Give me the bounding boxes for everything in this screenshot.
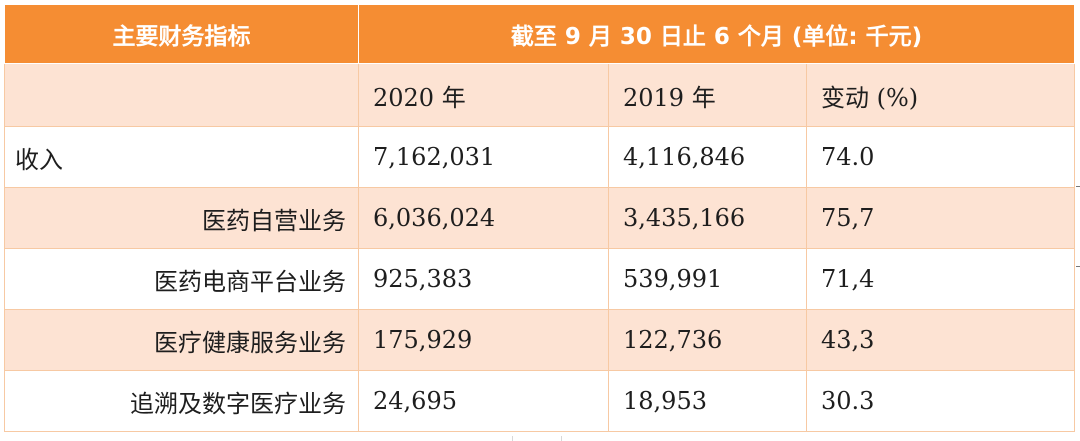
cell-2019: 18,953 — [608, 370, 807, 432]
table-row-pharma-ecommerce: 医药电商平台业务 925,383 539,991 71,4 — [4, 248, 1076, 310]
cell-2019: 539,991 — [608, 248, 807, 310]
cell-2019: 122,736 — [608, 309, 807, 371]
table-subheader-row: 2020 年 2019 年 变动 (%) — [4, 63, 1076, 127]
page-tab-marker — [512, 436, 562, 441]
row-label: 医疗健康服务业务 — [4, 309, 359, 371]
row-label: 收入 — [4, 126, 359, 188]
subheader-empty-cell — [4, 63, 359, 127]
row-label: 医药自营业务 — [4, 187, 359, 249]
cell-change: 43,3 — [805, 309, 1076, 371]
cell-change: 71,4 — [805, 248, 1076, 310]
financial-table-container: 主要财务指标 截至 9 月 30 日止 6 个月 (单位: 千元) 2020 年… — [4, 4, 1076, 432]
edge-marker — [1076, 266, 1080, 267]
cell-2019: 4,116,846 — [608, 126, 807, 188]
cell-2020: 925,383 — [358, 248, 609, 310]
cell-change: 75,7 — [805, 187, 1076, 249]
edge-marker — [1076, 186, 1080, 187]
cell-2020: 6,036,024 — [358, 187, 609, 249]
subheader-2019: 2019 年 — [608, 63, 807, 127]
cell-change: 74.0 — [805, 126, 1076, 188]
table-header-row: 主要财务指标 截至 9 月 30 日止 6 个月 (单位: 千元) — [4, 4, 1076, 64]
header-metric-label: 主要财务指标 — [4, 4, 359, 64]
cell-2019: 3,435,166 — [608, 187, 807, 249]
cell-2020: 24,695 — [358, 370, 609, 432]
row-label: 医药电商平台业务 — [4, 248, 359, 310]
cell-2020: 175,929 — [358, 309, 609, 371]
cell-change: 30.3 — [805, 370, 1076, 432]
row-label: 追溯及数字医疗业务 — [4, 370, 359, 432]
table-row-traceability-digital: 追溯及数字医疗业务 24,695 18,953 30.3 — [4, 370, 1076, 432]
table-row-healthcare-services: 医疗健康服务业务 175,929 122,736 43,3 — [4, 309, 1076, 371]
subheader-change: 变动 (%) — [805, 63, 1076, 127]
financial-metrics-table: 主要财务指标 截至 9 月 30 日止 6 个月 (单位: 千元) 2020 年… — [4, 4, 1076, 432]
table-row-revenue: 收入 7,162,031 4,116,846 74.0 — [4, 126, 1076, 188]
header-period-label: 截至 9 月 30 日止 6 个月 (单位: 千元) — [357, 4, 1076, 64]
cell-2020: 7,162,031 — [358, 126, 609, 188]
table-row-pharma-direct: 医药自营业务 6,036,024 3,435,166 75,7 — [4, 187, 1076, 249]
subheader-2020: 2020 年 — [358, 63, 609, 127]
